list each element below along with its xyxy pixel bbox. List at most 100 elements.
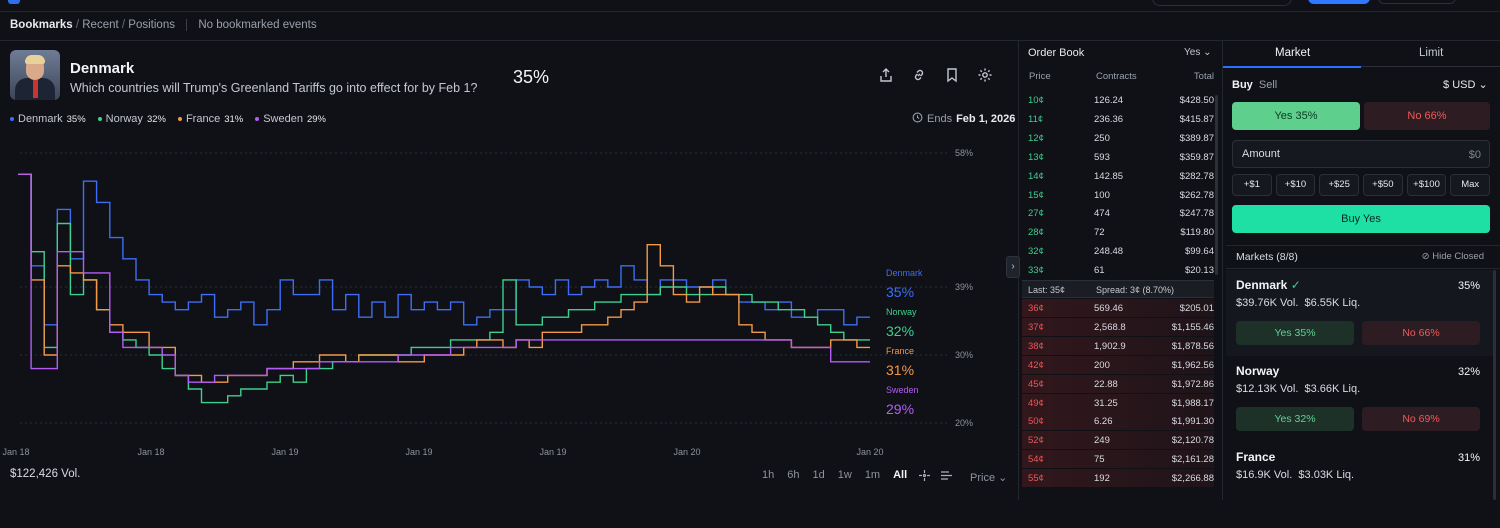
crosshair-icon[interactable] bbox=[918, 469, 931, 485]
breadcrumb-positions[interactable]: Positions bbox=[128, 19, 175, 32]
col-total: Total bbox=[1193, 71, 1214, 82]
link-icon[interactable] bbox=[911, 67, 929, 83]
order-total: $1,991.30 bbox=[1171, 416, 1214, 428]
orderbook-bid-row[interactable]: 33¢ 61 $20.13 bbox=[1022, 261, 1214, 279]
share-icon[interactable] bbox=[878, 67, 896, 83]
currency-select[interactable]: $ USD ⌄ bbox=[1443, 78, 1488, 91]
market-no-button[interactable]: No 66% bbox=[1362, 321, 1480, 345]
buy-yes-button[interactable]: Buy Yes bbox=[1232, 205, 1490, 233]
orderbook-ask-row[interactable]: 49¢ 31.25 $1,988.17 bbox=[1022, 393, 1214, 412]
search-bar[interactable] bbox=[1152, 0, 1292, 6]
breadcrumb-recent[interactable]: Recent bbox=[82, 19, 119, 32]
markets-scrollbar[interactable] bbox=[1493, 270, 1496, 500]
chart-mode-select[interactable]: Price ⌄ bbox=[970, 471, 1007, 484]
yes-outcome-button[interactable]: Yes 35% bbox=[1232, 102, 1360, 130]
no-outcome-button[interactable]: No 66% bbox=[1364, 102, 1490, 130]
order-price: 38¢ bbox=[1028, 340, 1044, 352]
range-1w[interactable]: 1w bbox=[837, 469, 852, 481]
market-card-denmark[interactable]: Denmark ✓ 35% $39.76K Vol. $6.55K Liq. Y… bbox=[1226, 270, 1496, 356]
hide-closed-toggle[interactable]: ⊘ Hide Closed bbox=[1422, 251, 1484, 262]
sell-toggle[interactable]: Sell bbox=[1258, 79, 1278, 91]
orderbook-bid-row[interactable]: 11¢ 236.36 $415.87 bbox=[1022, 110, 1214, 128]
range-all[interactable]: All bbox=[893, 469, 908, 481]
orderbook-ask-row[interactable]: 36¢ 569.46 $205.01 bbox=[1022, 299, 1214, 317]
orderbook-ask-row[interactable]: 55¢ 192 $2,266.88 bbox=[1022, 469, 1214, 488]
market-volume: $16.9K Vol. bbox=[1236, 469, 1293, 481]
gear-icon[interactable] bbox=[977, 67, 995, 83]
order-contracts: 248.48 bbox=[1094, 246, 1124, 258]
collapse-panel-button[interactable]: › bbox=[1006, 256, 1020, 278]
orderbook-bid-row[interactable]: 12¢ 250 $389.87 bbox=[1022, 129, 1214, 147]
orderbook-ask-row[interactable]: 54¢ 75 $2,161.28 bbox=[1022, 450, 1214, 469]
increment-1-button[interactable]: +$1 bbox=[1232, 174, 1272, 196]
secondary-nav-button[interactable] bbox=[1378, 0, 1456, 4]
series-line-sweden[interactable] bbox=[18, 173, 870, 383]
market-liquidity: $6.55K Liq. bbox=[1304, 297, 1361, 309]
legend-item-sweden[interactable]: Sweden 29% bbox=[255, 113, 326, 125]
legend-item-denmark[interactable]: Denmark 35% bbox=[10, 113, 86, 125]
orderbook-bid-row[interactable]: 28¢ 72 $119.80 bbox=[1022, 223, 1214, 241]
orderbook-ask-row[interactable]: 52¢ 249 $2,120.78 bbox=[1022, 431, 1214, 450]
market-yes-button[interactable]: Yes 35% bbox=[1236, 321, 1354, 345]
bookmark-icon[interactable] bbox=[944, 67, 962, 83]
legend-item-norway[interactable]: Norway 32% bbox=[97, 113, 166, 125]
series-line-norway[interactable] bbox=[18, 173, 870, 404]
markets-header: Markets (8/8) ⊘ Hide Closed bbox=[1226, 245, 1500, 269]
primary-nav-button[interactable] bbox=[1308, 0, 1370, 4]
series-line-france[interactable] bbox=[18, 173, 870, 383]
orderbook-ask-row[interactable]: 42¢ 200 $1,962.56 bbox=[1022, 355, 1214, 374]
range-1m[interactable]: 1m bbox=[864, 469, 881, 481]
legend-label: Denmark bbox=[18, 113, 63, 125]
increment-10-button[interactable]: +$10 bbox=[1275, 174, 1316, 196]
orderbook-bid-row[interactable]: 14¢ 142.85 $282.78 bbox=[1022, 167, 1214, 185]
orderbook-side: Yes bbox=[1184, 47, 1201, 58]
ends-label: Ends bbox=[927, 113, 953, 125]
orderbook-ask-row[interactable]: 37¢ 2,568.8 $1,155.46 bbox=[1022, 317, 1214, 336]
legend-item-france[interactable]: France 31% bbox=[177, 113, 244, 125]
orderbook-scrollbar[interactable] bbox=[1215, 95, 1218, 275]
market-card-france[interactable]: France 31% $16.9K Vol. $3.03K Liq. bbox=[1226, 442, 1496, 528]
order-contracts: 75 bbox=[1094, 454, 1105, 466]
range-1d[interactable]: 1d bbox=[812, 469, 825, 481]
orderbook-ask-row[interactable]: 45¢ 22.88 $1,972.86 bbox=[1022, 374, 1214, 393]
order-contracts: 31.25 bbox=[1094, 397, 1118, 409]
max-button[interactable]: Max bbox=[1450, 174, 1491, 196]
settings-lines-icon[interactable] bbox=[940, 469, 953, 485]
range-6h[interactable]: 6h bbox=[787, 469, 800, 481]
order-total: $2,161.28 bbox=[1171, 454, 1214, 466]
order-total: $282.78 bbox=[1179, 170, 1214, 182]
divider bbox=[186, 19, 188, 31]
order-contracts: 236.36 bbox=[1094, 113, 1124, 125]
orderbook-ask-row[interactable]: 50¢ 6.26 $1,991.30 bbox=[1022, 412, 1214, 431]
order-price: 15¢ bbox=[1028, 189, 1044, 201]
market-card-norway[interactable]: Norway 32% $12.13K Vol. $3.66K Liq. Yes … bbox=[1226, 356, 1496, 442]
order-total: $2,266.88 bbox=[1171, 473, 1214, 485]
breadcrumb-bookmarks[interactable]: Bookmarks bbox=[10, 19, 73, 32]
order-contracts: 569.46 bbox=[1094, 303, 1124, 314]
orderbook-bid-row[interactable]: 32¢ 248.48 $99.64 bbox=[1022, 242, 1214, 260]
series-line-denmark[interactable] bbox=[18, 173, 870, 326]
range-1h[interactable]: 1h bbox=[762, 469, 775, 481]
increment-25-button[interactable]: +$25 bbox=[1319, 174, 1360, 196]
market-yes-button[interactable]: Yes 32% bbox=[1236, 407, 1354, 431]
app-logo[interactable] bbox=[8, 0, 20, 4]
amount-field[interactable]: Amount $0 bbox=[1232, 140, 1490, 168]
order-total: $2,120.78 bbox=[1171, 435, 1214, 447]
tab-limit[interactable]: Limit bbox=[1419, 47, 1444, 59]
order-price: 11¢ bbox=[1028, 113, 1044, 125]
orderbook-bid-row[interactable]: 10¢ 126.24 $428.50 bbox=[1022, 91, 1214, 109]
order-contracts: 200 bbox=[1094, 359, 1110, 371]
clock-icon bbox=[912, 112, 923, 126]
price-chart[interactable]: 58% 39% 30% 20% Jan 18 Jan 18 Jan 19 Jan 19 Jan … bbox=[0, 135, 1015, 465]
buy-toggle[interactable]: Buy bbox=[1232, 79, 1253, 91]
orderbook-side-select[interactable]: Yes ⌄ bbox=[1184, 47, 1212, 58]
legend-pct: 31% bbox=[224, 113, 244, 125]
market-no-button[interactable]: No 69% bbox=[1362, 407, 1480, 431]
increment-50-button[interactable]: +$50 bbox=[1363, 174, 1403, 196]
orderbook-bid-row[interactable]: 13¢ 593 $359.87 bbox=[1022, 148, 1214, 166]
orderbook-bid-row[interactable]: 15¢ 100 $262.78 bbox=[1022, 186, 1214, 204]
orderbook-ask-row[interactable]: 38¢ 1,902.9 $1,878.56 bbox=[1022, 336, 1214, 355]
increment-100-button[interactable]: +$100 bbox=[1406, 174, 1447, 196]
orderbook-bid-row[interactable]: 27¢ 474 $247.78 bbox=[1022, 204, 1214, 222]
tab-market[interactable]: Market bbox=[1275, 47, 1311, 59]
